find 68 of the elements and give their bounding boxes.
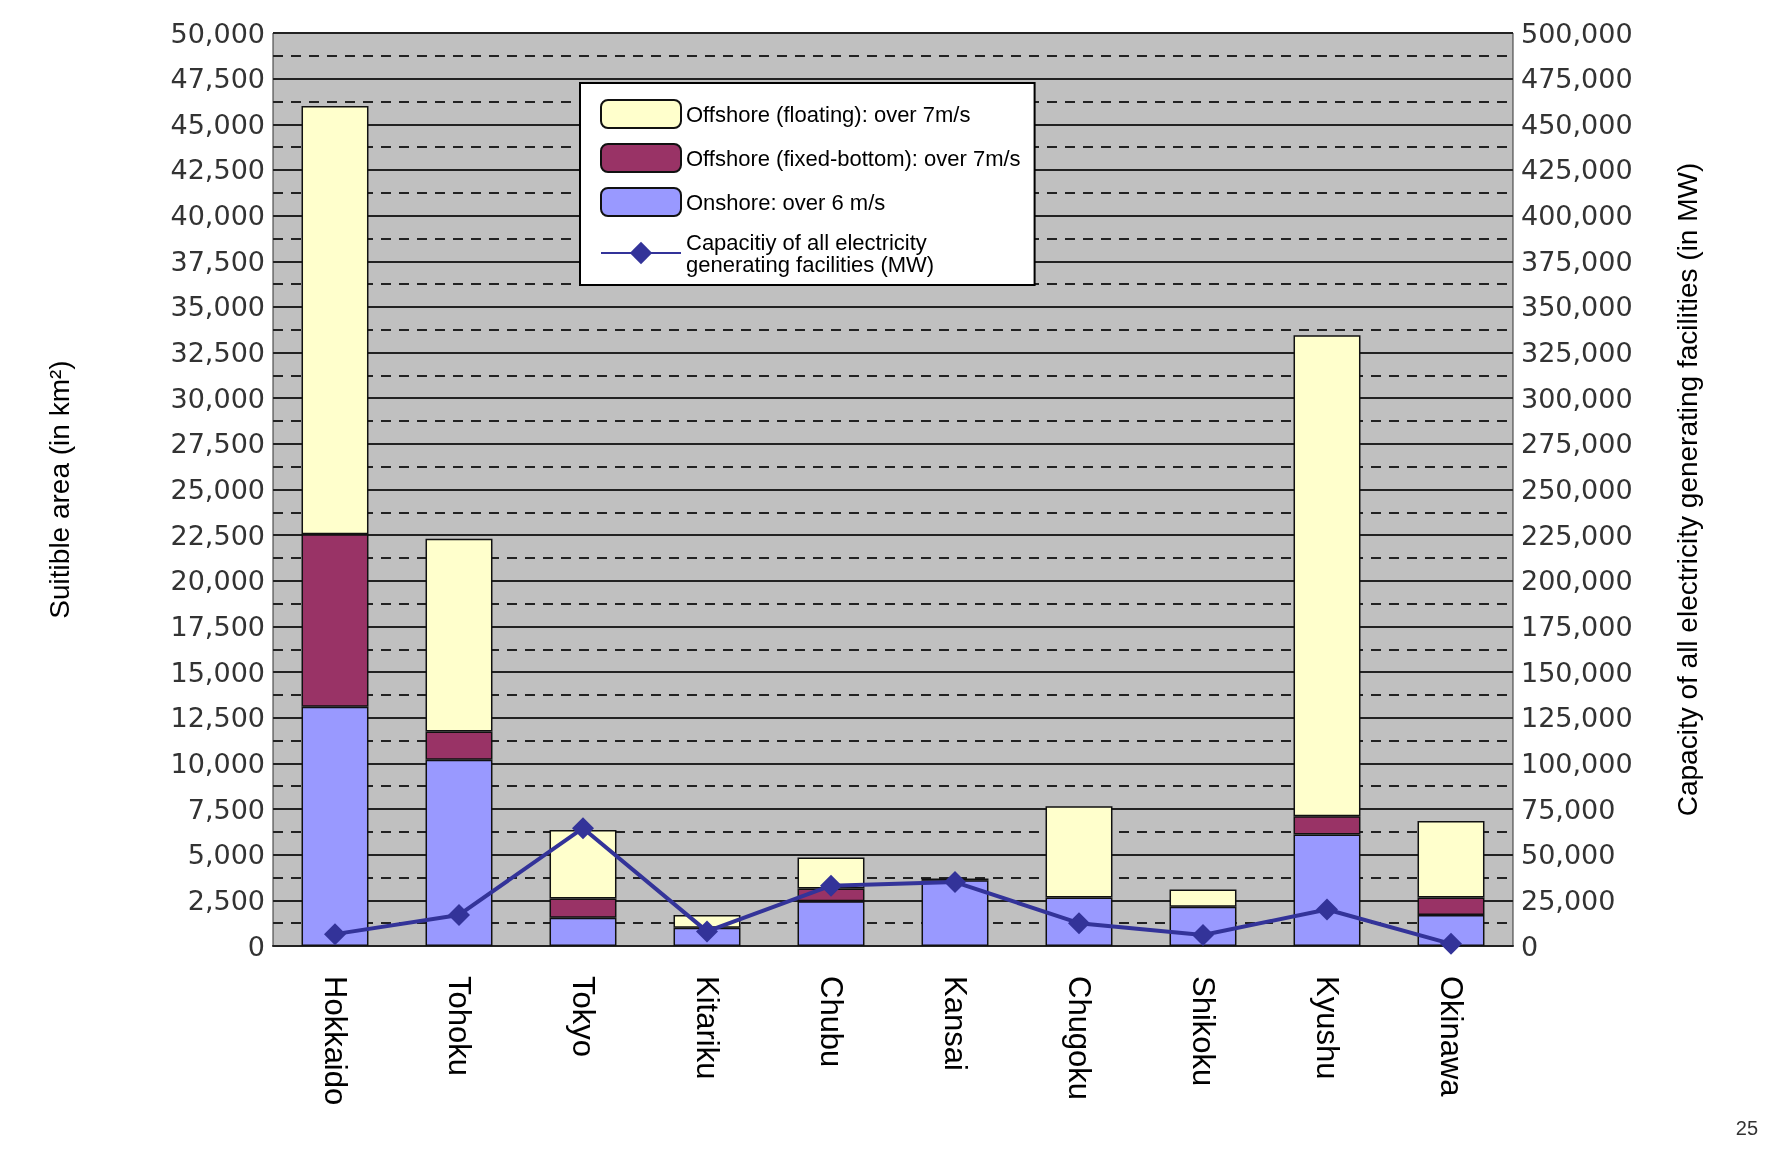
- y-tick-label: 0: [247, 930, 265, 962]
- y2-tick-label: 250,000: [1521, 474, 1633, 505]
- y-tick-label: 15,000: [170, 656, 265, 688]
- y2-axis-title: Capacity of all electricity generating facilities (in MW): [1671, 162, 1703, 817]
- y-tick-label: 10,000: [170, 747, 265, 779]
- x-tick-label: Okinawa: [1433, 976, 1469, 1098]
- y2-tick-label: 200,000: [1521, 565, 1633, 597]
- y-tick-label: 12,500: [170, 702, 265, 734]
- x-tick-label: Kitariku: [689, 976, 725, 1080]
- y-tick-label: 2,500: [187, 884, 265, 916]
- x-tick-label: Kansai: [937, 976, 973, 1071]
- x-tick-label: Kyushu: [1309, 976, 1345, 1080]
- point: [324, 923, 346, 946]
- y2-tick-label: 450,000: [1521, 108, 1633, 140]
- y2-tick-label: 275,000: [1521, 428, 1633, 460]
- y-tick-label: 45,000: [170, 108, 265, 140]
- y2-tick-label: 375,000: [1521, 245, 1633, 277]
- y2-tick-label: 50,000: [1521, 839, 1616, 871]
- y2-tick-label: 0: [1521, 930, 1539, 962]
- legend-label: Offshore (floating): over 7m/s: [686, 101, 971, 127]
- x-tick-label: Hokkaido: [317, 976, 353, 1106]
- y-tick-label: 35,000: [170, 291, 265, 323]
- point: [448, 903, 470, 926]
- y-tick-label: 25,000: [170, 474, 265, 505]
- x-tick-label: Chugoku: [1061, 976, 1097, 1101]
- text: 25: [1735, 1117, 1758, 1139]
- y-tick-label: 17,500: [170, 610, 265, 642]
- legend-label: Capacitiy of all electricity generating facilities (MW): [686, 229, 935, 277]
- point: [696, 920, 718, 943]
- y2-tick-label: 175,000: [1521, 610, 1633, 642]
- x-tick-label: Chubu: [813, 976, 849, 1068]
- y-tick-label: 7,500: [187, 793, 265, 825]
- y-tick-label: 27,500: [170, 428, 265, 460]
- y-tick-label: 32,500: [170, 337, 265, 369]
- y2-tick-label: 425,000: [1521, 154, 1633, 186]
- y-tick-label: 47,500: [170, 63, 265, 95]
- point: [1440, 932, 1462, 955]
- y2-tick-label: 150,000: [1521, 656, 1633, 688]
- y2-tick-label: 100,000: [1521, 747, 1633, 779]
- y2-tick-label: 125,000: [1521, 702, 1633, 734]
- point: [944, 871, 966, 894]
- legend-label: Onshore: over 6 m/s: [686, 189, 886, 215]
- bar: [921, 880, 989, 946]
- y2-tick-label: 325,000: [1521, 337, 1633, 369]
- point: [1316, 898, 1338, 921]
- y2-tick-label: 400,000: [1521, 200, 1633, 232]
- legend-label: Offshore (fixed-bottom): over 7m/s: [686, 145, 1021, 171]
- y-tick-label: 37,500: [170, 245, 265, 277]
- y2-tick-label: 500,000: [1521, 17, 1633, 49]
- x-tick-label: Shikoku: [1185, 976, 1221, 1087]
- y2-tick-label: 75,000: [1521, 793, 1616, 825]
- point: [572, 817, 594, 840]
- y2-tick-label: 25,000: [1521, 884, 1616, 916]
- y-tick-label: 40,000: [170, 200, 265, 232]
- x-tick-label: Tokyo: [565, 976, 601, 1057]
- y2-tick-label: 225,000: [1521, 519, 1633, 551]
- y-tick-label: 42,500: [170, 154, 265, 186]
- x-tick-label: Tohoku: [441, 976, 477, 1076]
- y-tick-label: 20,000: [170, 565, 265, 597]
- y2-tick-label: 300,000: [1521, 382, 1633, 414]
- y-tick-label: 30,000: [170, 382, 265, 414]
- y-tick-label: 5,000: [187, 839, 265, 871]
- y2-tick-label: 350,000: [1521, 291, 1633, 323]
- y-axis-title: Suitible area (in km²): [43, 360, 75, 619]
- y-tick-label: 50,000: [170, 17, 265, 49]
- y2-tick-label: 475,000: [1521, 63, 1633, 95]
- y-tick-label: 22,500: [170, 519, 265, 551]
- point: [820, 874, 842, 897]
